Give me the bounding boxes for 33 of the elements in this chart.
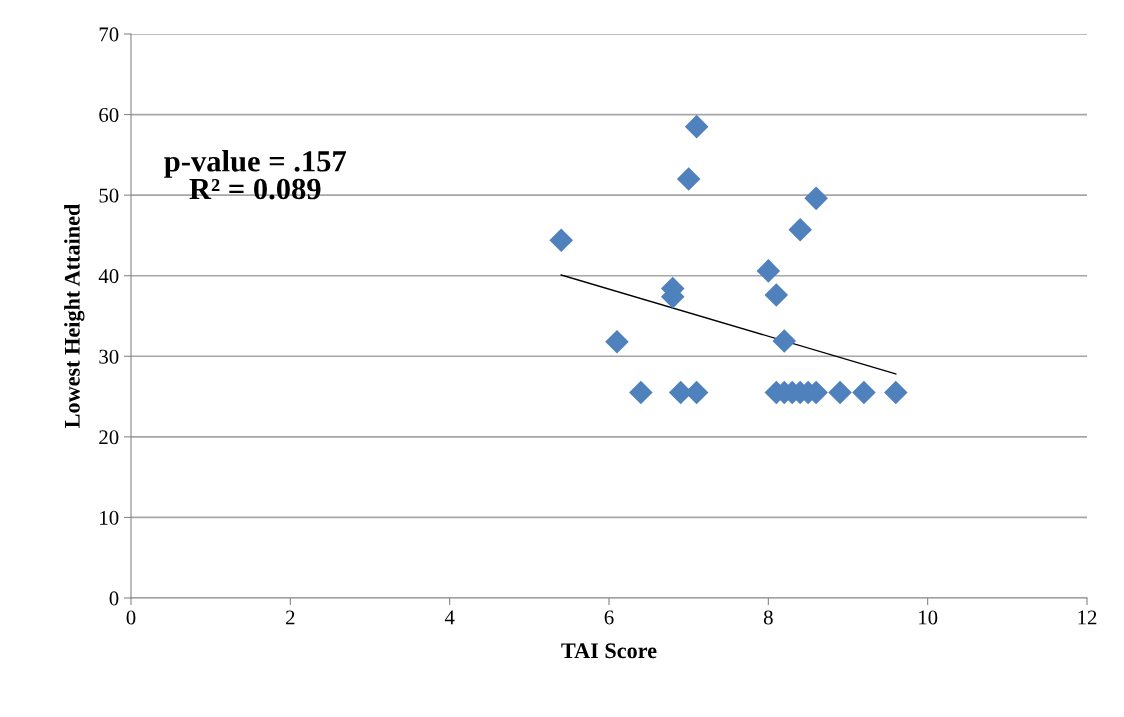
y-tick-label: 20 <box>99 430 119 445</box>
point <box>677 167 701 191</box>
point <box>764 283 788 307</box>
point <box>828 381 852 405</box>
y-tick-label: 30 <box>99 349 119 364</box>
y-tick-label: 70 <box>99 27 119 42</box>
point <box>884 381 908 405</box>
point <box>685 115 709 139</box>
annotation: p-value = .157 <box>164 150 346 178</box>
x-tick-label: 2 <box>286 610 295 625</box>
y-tick-label: 40 <box>98 269 119 284</box>
point <box>804 186 828 210</box>
y-tick-label: 0 <box>109 591 119 606</box>
point <box>756 259 780 283</box>
y-tick-label: 10 <box>100 510 119 525</box>
x-tick-label: 0 <box>126 610 136 625</box>
y-tick-label: 60 <box>99 107 119 122</box>
point <box>788 218 812 242</box>
annotation: R² = 0.089 <box>189 178 321 200</box>
point <box>772 329 796 353</box>
point <box>629 381 653 405</box>
point <box>605 330 629 354</box>
point <box>549 228 573 252</box>
x-axis-title: TAI Score <box>561 643 657 659</box>
x-tick-label: 8 <box>763 610 773 625</box>
point <box>852 381 876 405</box>
y-tick-label: 50 <box>99 188 119 203</box>
y-axis-title: Lowest Height Attained <box>64 203 85 428</box>
x-tick-label: 4 <box>444 610 455 625</box>
x-tick-label: 12 <box>1078 610 1097 625</box>
point <box>685 381 709 405</box>
x-tick-label: 10 <box>919 610 938 625</box>
x-tick-label: 6 <box>604 610 614 625</box>
